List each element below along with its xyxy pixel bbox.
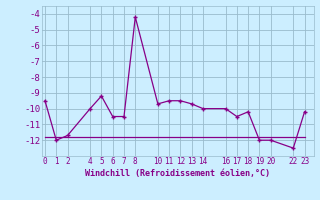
X-axis label: Windchill (Refroidissement éolien,°C): Windchill (Refroidissement éolien,°C) xyxy=(85,169,270,178)
